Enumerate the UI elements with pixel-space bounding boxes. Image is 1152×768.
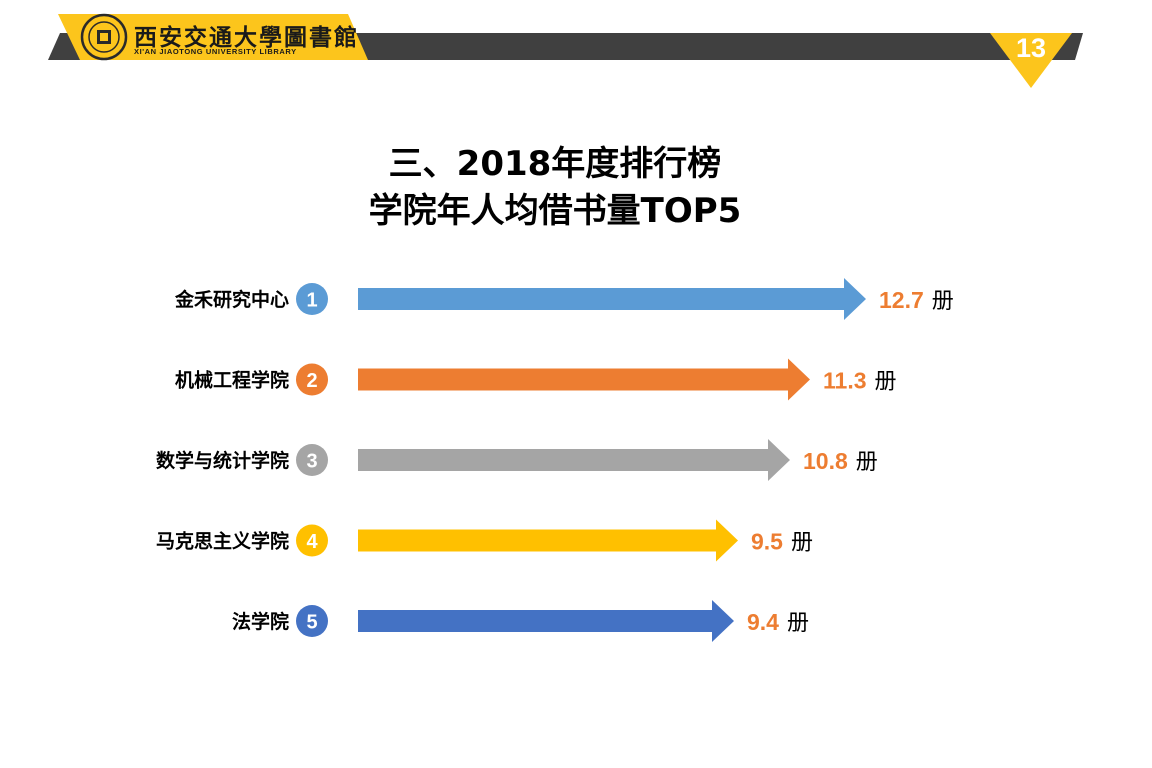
value-number: 12.7 <box>879 287 924 313</box>
rank-badge <box>296 605 328 637</box>
page-number: 13 <box>1015 33 1047 63</box>
value-number: 9.5 <box>751 529 783 555</box>
value-label: 10.8 册 <box>803 448 878 475</box>
value-label: 9.5 册 <box>751 529 813 556</box>
page-number-badge <box>990 33 1072 88</box>
category-label: 数学与统计学院 <box>156 449 289 472</box>
university-seal-icon <box>80 13 128 61</box>
rank-badge <box>296 444 328 476</box>
page-title-line-1: 三、2018年度排行榜 <box>388 144 722 184</box>
rank-badge <box>296 524 328 557</box>
header-logo-plate <box>58 14 368 60</box>
rank-number: 5 <box>306 612 317 634</box>
rank-number: 3 <box>306 451 317 473</box>
value-unit: 册 <box>875 370 897 395</box>
value-unit: 册 <box>856 450 878 475</box>
category-label: 金禾研究中心 <box>174 288 289 311</box>
value-label: 9.4 册 <box>747 609 809 636</box>
bar-arrow <box>358 278 866 320</box>
category-label: 机械工程学院 <box>175 369 289 392</box>
bar-arrow <box>358 439 790 481</box>
bar-arrow <box>358 519 738 562</box>
value-unit: 册 <box>787 611 809 636</box>
value-number: 10.8 <box>803 448 848 474</box>
bar-arrow <box>358 358 810 401</box>
value-unit: 册 <box>932 289 954 314</box>
page-title-line-2: 学院年人均借书量TOP5 <box>368 191 742 231</box>
logo-english-name: XI'AN JIAOTONG UNIVERSITY LIBRARY <box>134 47 297 56</box>
value-number: 9.4 <box>747 609 779 635</box>
value-unit: 册 <box>791 531 813 556</box>
rank-number: 1 <box>306 290 317 312</box>
rank-badge <box>296 363 328 396</box>
rank-badge <box>296 283 328 315</box>
value-label: 12.7 册 <box>879 287 954 314</box>
category-label: 法学院 <box>232 610 289 633</box>
value-number: 11.3 <box>823 368 867 394</box>
category-label: 马克思主义学院 <box>156 530 289 553</box>
logo-chinese-name: 西安交通大學圖書館 <box>134 24 359 51</box>
bar-arrow <box>358 600 734 642</box>
header-band <box>48 13 1083 88</box>
rank-number: 4 <box>306 531 318 553</box>
rank-number: 2 <box>306 370 317 392</box>
value-label: 11.3 册 <box>823 368 897 395</box>
